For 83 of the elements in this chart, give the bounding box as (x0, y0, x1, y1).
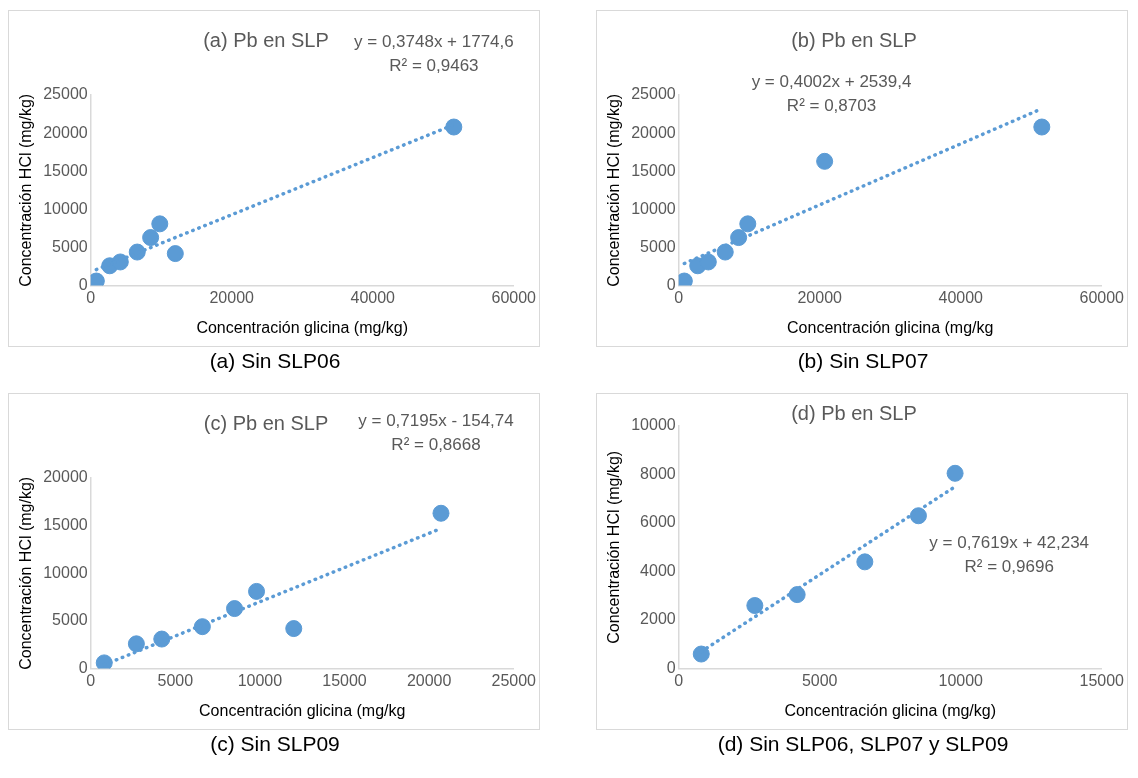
text: (a) Sin SLP06 (208, 349, 342, 373)
point (716, 243, 734, 261)
y-tick-label: 8000 (640, 464, 676, 482)
point (692, 645, 710, 663)
x-tick-label: 15000 (322, 671, 367, 689)
text: y = 0,7195x - 154,74 (358, 411, 514, 431)
text: R² = 0,9463 (389, 56, 479, 76)
y-axis-title: Concentración HCl (mg/kg) (17, 476, 35, 670)
point (285, 620, 303, 638)
x-axis-title: Concentración glicina (mg/kg (787, 318, 994, 336)
text: (b) Sin SLP07 (796, 349, 930, 373)
x-tick-label: 40000 (938, 288, 984, 306)
y-tick-label: 25000 (631, 85, 676, 103)
x-tick-label: 10000 (938, 671, 984, 689)
point (166, 245, 184, 263)
x-tick-label: 25000 (491, 671, 537, 689)
y-tick-label: 15000 (43, 516, 88, 534)
point (946, 464, 964, 482)
x-tick-label: 15000 (1079, 671, 1125, 689)
y-tick-label: 20000 (631, 123, 676, 141)
annotation: R² = 0,8703 (786, 96, 877, 116)
y-tick-label: 0 (666, 276, 676, 294)
text: (c) Sin SLP09 (209, 732, 341, 756)
chart-title: (a) Pb en SLP (203, 28, 329, 51)
y-tick-label: 25000 (43, 85, 88, 103)
chart-title: (d) Pb en SLP (791, 401, 917, 424)
point (816, 152, 834, 170)
point (248, 582, 266, 600)
chart-title: (b) Pb en SLP (791, 28, 917, 51)
y-tick-label: 5000 (640, 237, 676, 255)
y-tick-label: 2000 (640, 610, 676, 628)
y-tick-label: 4000 (640, 561, 676, 579)
y-tick-label: 10000 (43, 563, 88, 581)
point (909, 507, 927, 525)
y-tick-label: 6000 (640, 513, 676, 531)
text: y = 0,4002x + 2539,4 (751, 72, 912, 92)
point (142, 229, 160, 247)
point (432, 504, 450, 522)
x-tick-label: 20000 (209, 288, 255, 306)
point (153, 630, 171, 648)
x-tick-label: 10000 (237, 671, 283, 689)
point (445, 118, 463, 136)
x-tick-label: 60000 (491, 288, 537, 306)
y-axis-title: Concentración HCl (mg/kg) (605, 93, 623, 287)
point (788, 586, 806, 604)
y-tick-label: 0 (78, 659, 88, 677)
x-tick-label: 5000 (157, 671, 194, 689)
point (856, 553, 874, 571)
x-tick-label: 60000 (1079, 288, 1125, 306)
annotation: R² = 0,9696 (964, 557, 1054, 577)
y-tick-label: 15000 (631, 161, 676, 179)
point (739, 215, 757, 233)
y-tick-label: 0 (666, 659, 676, 677)
x-tick-label: 40000 (350, 288, 396, 306)
text: R² = 0,8668 (391, 435, 481, 455)
y-tick-label: 5000 (52, 611, 88, 629)
point (127, 635, 145, 653)
x-axis-title: Concentración glicina (mg/kg) (784, 701, 997, 719)
text: y = 0,3748x + 1774,6 (354, 32, 514, 52)
x-tick-label: 20000 (406, 671, 452, 689)
y-tick-label: 20000 (43, 123, 88, 141)
x-axis-title: Concentración glicina (mg/kg (199, 701, 406, 719)
point (151, 215, 169, 233)
y-tick-label: 15000 (43, 161, 88, 179)
annotation: y = 0,7619x + 42,234 (929, 533, 1090, 553)
y-tick-label: 20000 (43, 468, 88, 486)
point (1033, 118, 1051, 136)
y-tick-label: 5000 (52, 237, 88, 255)
x-axis-title: Concentración glicina (mg/kg) (196, 318, 409, 336)
point (226, 600, 244, 618)
y-axis-title: Concentración HCl (mg/kg) (17, 93, 35, 287)
chart-title: (c) Pb en SLP (203, 411, 329, 434)
y-tick-label: 10000 (43, 199, 88, 217)
y-tick-label: 10000 (631, 199, 676, 217)
point (746, 597, 764, 615)
y-tick-label: 0 (78, 276, 88, 294)
y-axis-title: Concentración HCl (mg/kg) (605, 450, 623, 644)
x-tick-label: 20000 (797, 288, 843, 306)
point (95, 654, 113, 669)
x-tick-label: 5000 (801, 671, 838, 689)
text: (d) Sin SLP06, SLP07 y SLP09 (716, 732, 1010, 756)
point (699, 253, 717, 271)
y-tick-label: 10000 (631, 416, 676, 434)
